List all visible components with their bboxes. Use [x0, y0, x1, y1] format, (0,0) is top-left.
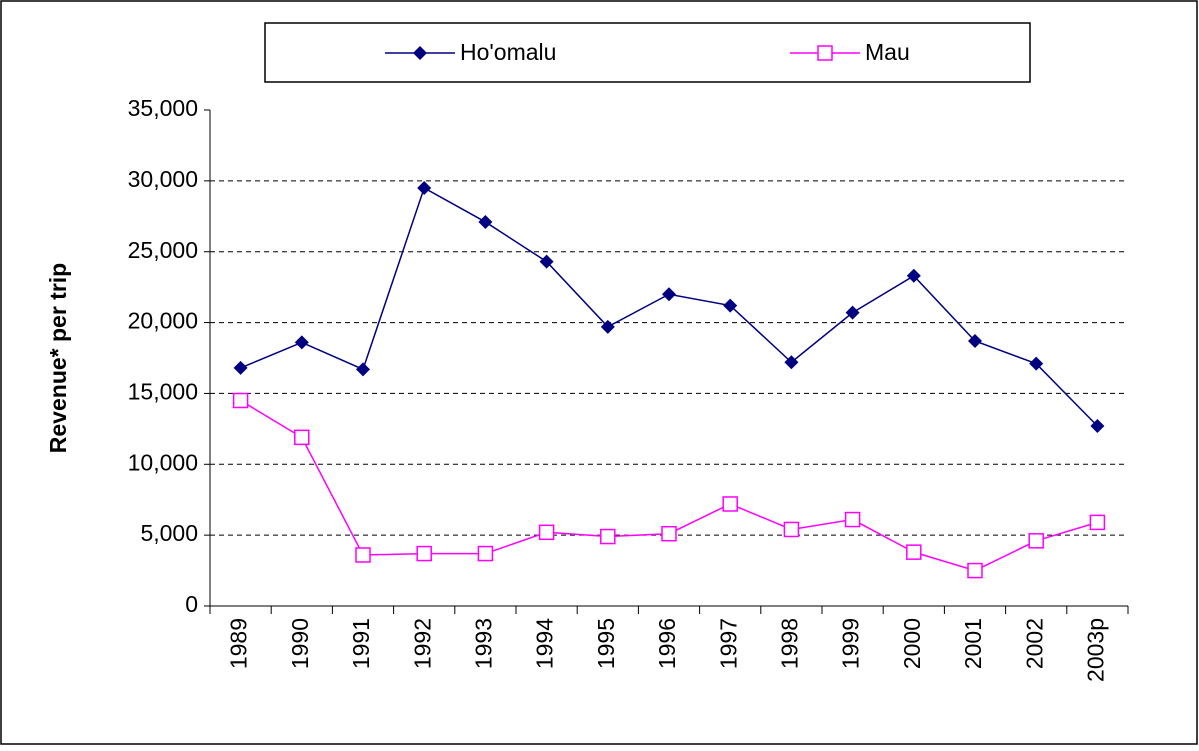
- point: [661, 525, 677, 542]
- point: [784, 355, 799, 370]
- x-tick-label: 2002: [1021, 618, 1047, 669]
- y-tick-label: 10,000: [128, 449, 198, 475]
- point: [477, 545, 494, 562]
- x-tick-label: 1998: [776, 618, 802, 669]
- point: [539, 254, 554, 269]
- point: [233, 360, 248, 375]
- x-tick-label: 1990: [287, 618, 313, 669]
- point: [600, 528, 616, 545]
- point: [1089, 514, 1106, 531]
- point: [416, 545, 432, 562]
- x-tick-label: 1999: [838, 618, 864, 669]
- point: [232, 392, 249, 409]
- x-tick-label: 1996: [654, 618, 680, 669]
- y-tick-label: 15,000: [128, 379, 198, 405]
- point: [356, 362, 370, 377]
- x-tick-label: 1991: [348, 618, 374, 669]
- legend-label: Ho'omalu: [460, 39, 556, 65]
- x-tick-label: 2003p: [1082, 618, 1108, 682]
- point: [662, 287, 676, 302]
- point: [1028, 533, 1044, 549]
- y-tick-label: 20,000: [128, 308, 198, 334]
- point: [783, 521, 800, 538]
- legend-label: Mau: [865, 39, 910, 65]
- point: [968, 333, 982, 348]
- point: [723, 298, 738, 313]
- x-tick-label: 2000: [899, 618, 925, 669]
- point: [294, 335, 309, 350]
- y-axis-label: Revenue* per trip: [45, 263, 71, 453]
- x-tick-label: 1997: [715, 618, 741, 669]
- point: [478, 214, 493, 229]
- x-tick-label: 1993: [470, 618, 496, 669]
- point: [417, 180, 432, 195]
- y-tick-label: 25,000: [128, 237, 198, 263]
- point: [355, 547, 371, 563]
- legend: [264, 22, 1031, 83]
- point: [294, 429, 310, 446]
- x-tick-label: 1989: [226, 618, 252, 669]
- point: [413, 46, 427, 60]
- point: [845, 305, 860, 320]
- x-tick-label: 1994: [532, 618, 558, 669]
- point: [600, 319, 615, 334]
- y-tick-label: 5,000: [140, 520, 198, 546]
- point: [906, 544, 922, 560]
- point: [844, 511, 861, 528]
- point: [538, 524, 555, 541]
- y-tick-label: 0: [185, 591, 198, 617]
- point: [817, 45, 833, 61]
- y-tick-label: 30,000: [128, 166, 198, 192]
- x-tick-label: 1995: [593, 618, 619, 669]
- x-tick-label: 2001: [960, 618, 986, 669]
- point: [967, 562, 983, 579]
- y-tick-label: 35,000: [128, 95, 198, 121]
- point: [1029, 356, 1044, 371]
- point: [906, 268, 921, 283]
- x-tick-label: 1992: [409, 618, 435, 669]
- point: [722, 496, 738, 512]
- point: [1090, 419, 1105, 434]
